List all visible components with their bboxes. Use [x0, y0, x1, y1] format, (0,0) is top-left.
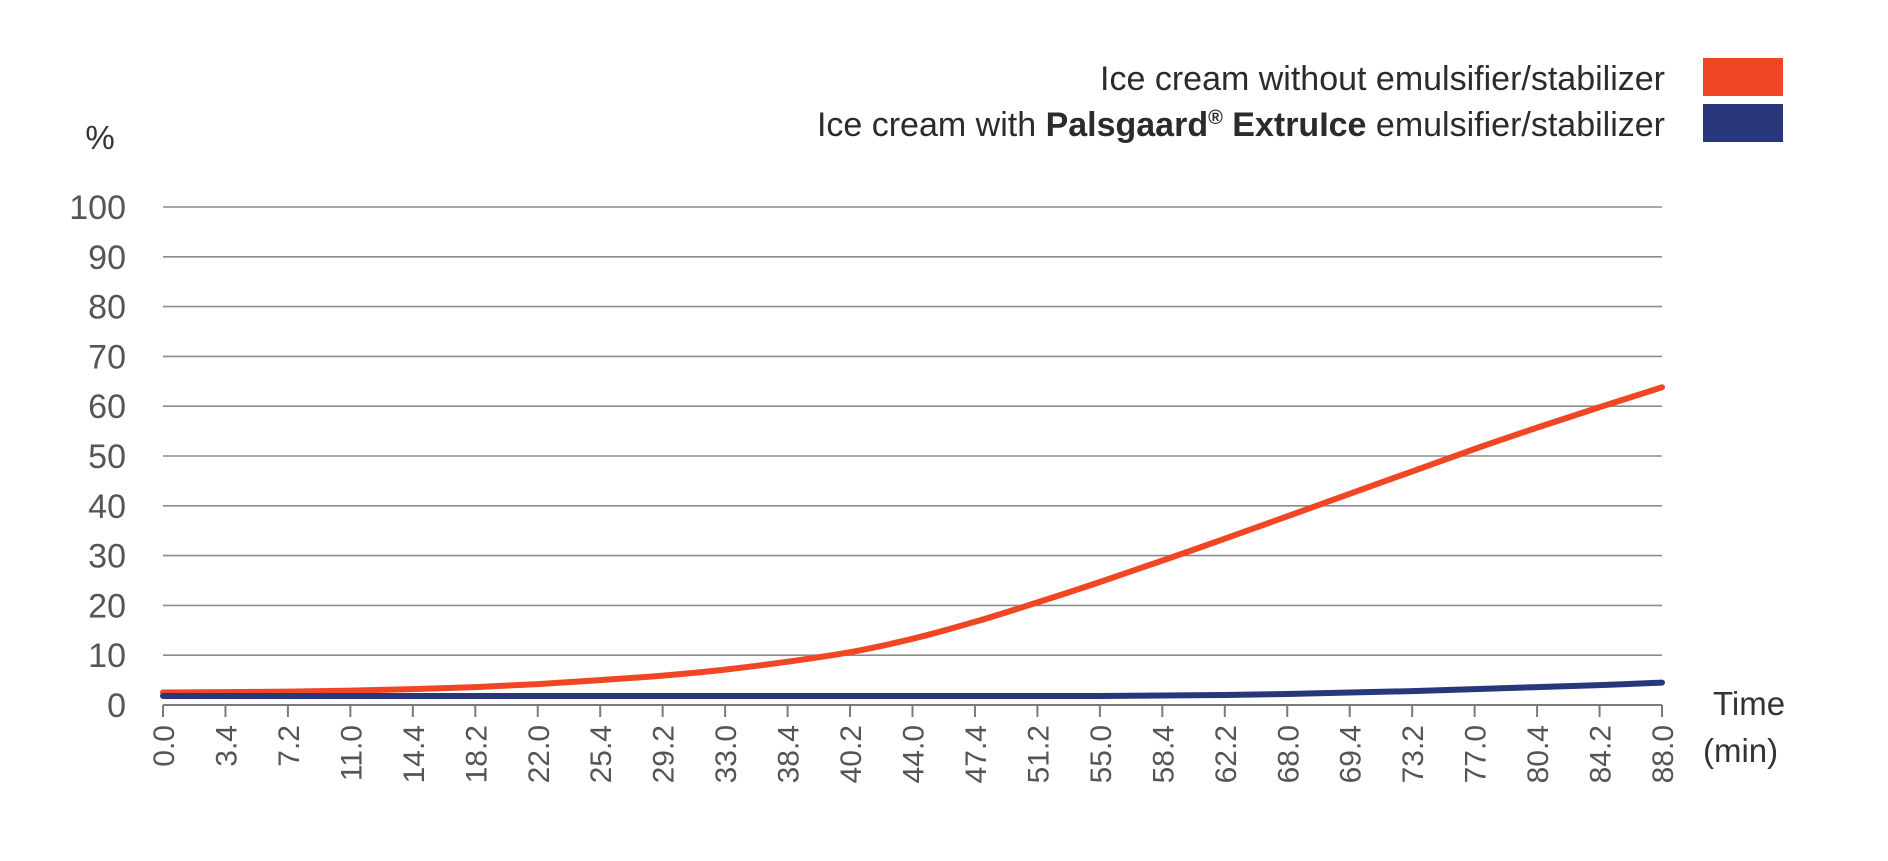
- y-tick-label: 90: [88, 239, 126, 277]
- y-tick-label: 60: [88, 388, 126, 426]
- series-lines: [160, 384, 1665, 700]
- x-tick-label: 77.0: [1460, 725, 1493, 783]
- x-tick-label: 44.0: [898, 725, 931, 783]
- series-line-without-emulsifier: [160, 384, 1665, 696]
- x-tick-label: 40.2: [835, 725, 868, 783]
- x-tick-label: 58.4: [1147, 725, 1180, 783]
- x-tick-label: 11.0: [335, 725, 368, 781]
- series-line-with-palsgaard: [160, 679, 1665, 700]
- x-tick-label: 84.2: [1585, 725, 1618, 783]
- y-axis-ticks: 0 10 20 30 40 50 60 70 80 90 100: [69, 189, 126, 725]
- x-tick-label: 3.4: [210, 725, 243, 767]
- y-tick-label: 80: [88, 289, 126, 327]
- legend: Ice cream without emulsifier/stabilizer …: [817, 58, 1783, 144]
- x-tick-label: 18.2: [460, 725, 493, 783]
- x-axis-label-time: Time: [1713, 685, 1785, 722]
- x-tick-label: 68.0: [1272, 725, 1305, 783]
- y-axis-unit-label: %: [85, 119, 114, 156]
- x-tick-label: 33.0: [710, 725, 743, 783]
- x-tick-label: 88.0: [1647, 725, 1680, 783]
- legend-swatch-without-emulsifier: [1703, 58, 1783, 96]
- y-tick-label: 0: [107, 687, 126, 725]
- x-tick-label: 25.4: [585, 725, 618, 783]
- gridlines: [163, 206, 1662, 657]
- x-tick-label: 0.0: [148, 725, 181, 767]
- legend-label-without-emulsifier: Ice cream without emulsifier/stabilizer: [1100, 60, 1665, 98]
- x-tick-label: 7.2: [273, 725, 306, 767]
- x-tick-label: 14.4: [398, 725, 431, 783]
- y-tick-label: 20: [88, 587, 126, 625]
- legend-swatch-with-palsgaard: [1703, 104, 1783, 142]
- y-tick-label: 70: [88, 338, 126, 376]
- x-tick-label: 22.0: [523, 725, 556, 783]
- x-tick-label: 38.4: [773, 725, 806, 783]
- x-tick-label: 73.2: [1397, 725, 1430, 783]
- x-tick-label: 69.4: [1335, 725, 1368, 783]
- x-axis-label-unit: (min): [1703, 732, 1778, 769]
- x-tick-label: 62.2: [1210, 725, 1243, 783]
- x-tick-label: 80.4: [1522, 725, 1555, 783]
- x-tick-label: 55.0: [1085, 725, 1118, 783]
- legend-label-with-palsgaard: Ice cream with Palsgaard® ExtruIce emuls…: [817, 106, 1665, 144]
- x-axis-ticks: 0.0 3.4 7.2 11.0 14.4 18.2 22.0 25.4 29.2 33.0 38.…: [148, 705, 1680, 783]
- y-tick-label: 40: [88, 488, 126, 526]
- y-tick-label: 50: [88, 438, 126, 476]
- y-tick-label: 30: [88, 538, 126, 576]
- x-tick-label: 47.4: [960, 725, 993, 783]
- y-tick-label: 10: [88, 637, 126, 675]
- x-tick-label: 29.2: [648, 725, 681, 783]
- y-tick-label: 100: [69, 189, 126, 227]
- x-tick-label: 51.2: [1022, 725, 1055, 783]
